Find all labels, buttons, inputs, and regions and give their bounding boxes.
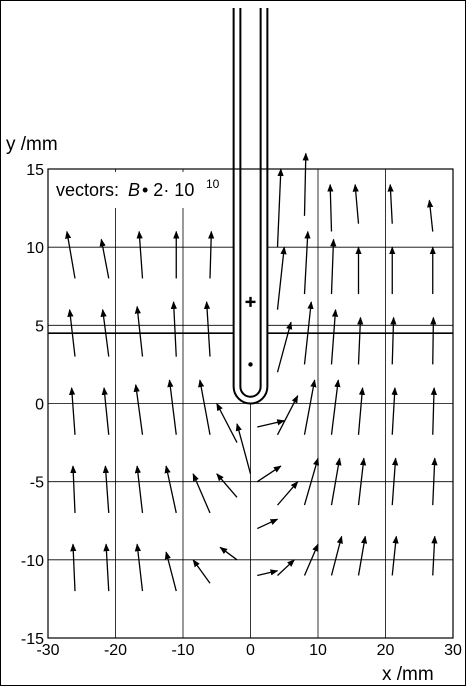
vector-arrow	[256, 465, 282, 483]
y-tick-label: -15	[21, 631, 44, 648]
vector-arrows	[65, 152, 438, 592]
legend-exponent: 10	[206, 177, 220, 191]
vector-arrow	[276, 321, 293, 373]
vector-arrow	[303, 543, 319, 576]
vector-arrow	[303, 230, 311, 295]
vector-arrow	[134, 543, 144, 592]
legend: vectors: B • 2· 10 10	[52, 172, 230, 208]
vector-arrow	[136, 230, 144, 279]
legend-prefix: vectors:	[56, 180, 119, 200]
vector-arrow	[257, 569, 279, 577]
vector-arrow	[431, 457, 438, 506]
vector-arrow	[99, 238, 110, 279]
vector-arrow	[430, 316, 437, 365]
vector-arrow	[276, 168, 284, 248]
vector-arrow	[134, 305, 144, 357]
vector-arrow	[277, 559, 295, 576]
vector-arrow	[257, 419, 286, 428]
vector-arrow	[203, 301, 211, 357]
vector-arrow	[167, 379, 177, 435]
vector-arrow	[303, 379, 317, 435]
probe-inner	[239, 8, 262, 398]
vector-arrow	[303, 457, 320, 506]
probe-outer	[232, 8, 269, 405]
x-tick-label: 20	[377, 642, 395, 659]
vector-arrow	[69, 387, 76, 435]
y-tick-label: -10	[21, 553, 44, 570]
vector-arrow	[235, 423, 252, 475]
vector-arrow	[65, 230, 76, 279]
vector-arrow	[208, 230, 215, 279]
vector-arrow	[192, 559, 211, 584]
vector-arrow	[101, 387, 110, 435]
vector-arrow	[430, 387, 438, 435]
probe	[232, 8, 269, 405]
vector-arrow	[427, 199, 434, 232]
x-axis-title: x /mm	[382, 664, 434, 685]
vector-arrow	[431, 535, 438, 576]
vector-arrow	[330, 238, 337, 295]
vector-arrow	[303, 301, 314, 365]
vector-arrow	[170, 301, 178, 357]
vector-arrow	[103, 543, 110, 592]
vector-arrow	[70, 465, 77, 513]
legend-box	[52, 172, 230, 208]
legend-scale: • 2· 10	[142, 180, 194, 200]
vector-arrow	[327, 183, 334, 232]
vector-arrow	[357, 535, 368, 576]
vector-arrow	[164, 551, 177, 592]
vector-arrow	[216, 473, 238, 498]
vector-arrow	[219, 546, 238, 561]
y-tick-label: 0	[35, 397, 44, 414]
vector-arrow	[102, 465, 110, 513]
x-tick-label: 30	[444, 642, 462, 659]
vector-arrow	[276, 394, 299, 436]
vector-arrow	[357, 387, 366, 435]
tick-labels: -30 -20 -10 0 10 20 30 -15 -10 -5 0 5 10 15	[21, 162, 462, 659]
y-tick-label: 5	[35, 318, 44, 335]
x-tick-label: 0	[246, 642, 255, 659]
vector-arrow	[256, 518, 279, 530]
vector-arrow	[391, 387, 398, 435]
y-tick-label: -5	[30, 475, 44, 492]
vector-arrow	[277, 481, 299, 506]
vector-arrow	[387, 183, 394, 224]
vector-arrow	[198, 379, 211, 435]
vector-arrow	[134, 465, 144, 514]
vector-arrow	[216, 402, 238, 443]
vector-arrow	[133, 383, 144, 435]
vector-arrow	[192, 473, 211, 514]
vector-arrow	[100, 308, 110, 357]
vector-arrow	[391, 457, 399, 506]
x-tick-label: -10	[171, 642, 194, 659]
vector-arrow	[330, 308, 339, 365]
vector-arrow	[391, 535, 399, 576]
vector-arrow	[164, 465, 177, 514]
y-tick-label: 15	[26, 162, 44, 179]
plot-border	[47, 168, 454, 639]
vector-arrow	[70, 543, 77, 592]
legend-symbol: B	[128, 180, 140, 200]
y-axis-title: y /mm	[6, 134, 58, 155]
vector-arrow	[330, 535, 343, 576]
vector-arrow	[330, 457, 342, 506]
vector-arrow	[67, 308, 76, 357]
x-tick-label: -30	[36, 642, 59, 659]
vector-arrow	[276, 246, 287, 310]
vector-arrow	[390, 316, 397, 365]
vector-arrow	[357, 316, 364, 365]
x-tick-label: -20	[104, 642, 127, 659]
dot-marker	[248, 362, 253, 367]
y-tick-label: 10	[26, 240, 44, 257]
vector-arrow	[357, 457, 367, 506]
vector-arrow	[330, 379, 341, 435]
vector-arrow	[352, 183, 360, 224]
x-tick-label: 10	[309, 642, 327, 659]
vector-arrow	[302, 152, 309, 216]
